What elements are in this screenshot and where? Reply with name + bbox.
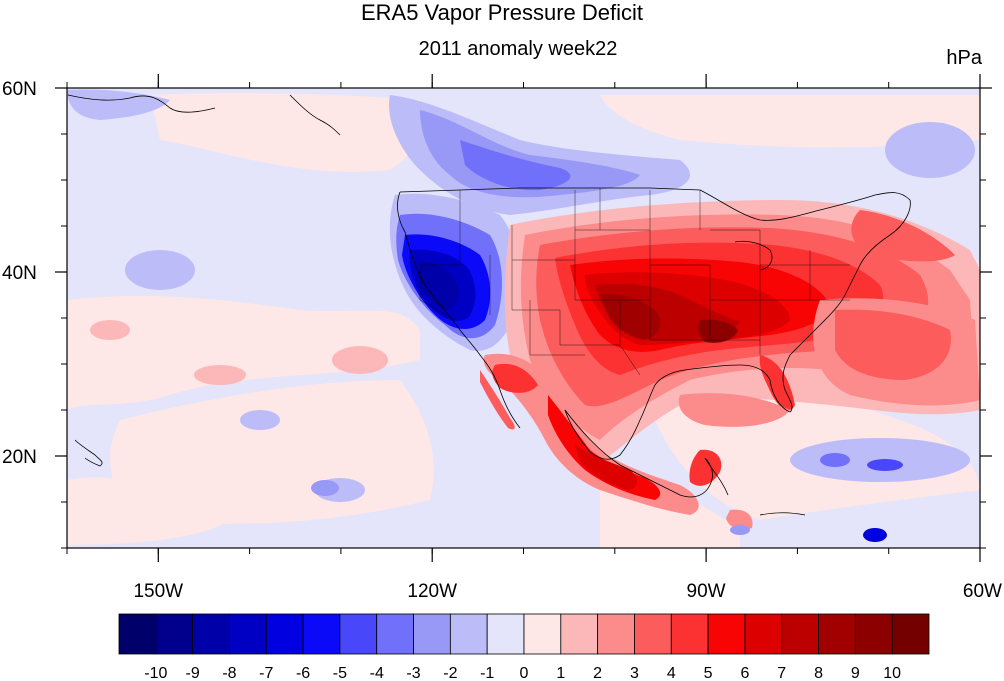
colorbar-label: 0 — [520, 665, 529, 681]
colorbar-swatch — [265, 613, 304, 655]
field-gulf-positive — [678, 355, 795, 427]
colorbar-label: -7 — [259, 665, 273, 681]
colorbar-label: 7 — [777, 665, 786, 681]
colorbar-swatch — [192, 613, 230, 655]
colorbar-label: 6 — [740, 665, 749, 681]
colorbar-label: -8 — [222, 665, 236, 681]
y-axis: 60N 40N 20N — [2, 79, 992, 549]
colorbar-swatch — [449, 613, 488, 655]
colorbar-swatch — [486, 613, 525, 655]
units-label: hPa — [946, 47, 982, 69]
chart-subtitle: 2011 anomaly week22 — [418, 38, 618, 60]
chart-title: ERA5 Vapor Pressure Deficit — [360, 0, 644, 25]
field-pacific-positive — [90, 320, 388, 385]
field-pacific-negative — [311, 480, 339, 496]
field-western-us-negative — [389, 193, 520, 351]
colorbar-label: -4 — [370, 665, 384, 681]
field-us-positive — [504, 200, 980, 470]
y-tick-label: 40N — [2, 263, 37, 284]
state-borders — [419, 188, 850, 376]
field-atlantic-positive — [813, 210, 980, 406]
colorbar-label: 4 — [667, 665, 676, 681]
colorbar-label: 9 — [851, 665, 860, 681]
colorbar-swatch — [118, 613, 157, 655]
field-caribbean-negative — [730, 453, 903, 542]
colorbar-label: 1 — [556, 665, 565, 681]
x-tick-label: 120W — [407, 581, 457, 602]
colorbar-swatch — [523, 613, 562, 655]
colorbar-swatch — [413, 613, 451, 655]
x-axis: 150W 120W 90W 60W — [66, 74, 1002, 602]
colorbar-label: -1 — [480, 665, 494, 681]
field-mexico-positive — [480, 353, 753, 530]
colorbar-label: -3 — [406, 665, 420, 681]
map-field — [67, 88, 980, 548]
colorbar-swatch — [597, 613, 635, 655]
colorbar-swatch — [229, 613, 267, 655]
colorbar-swatch — [302, 613, 341, 655]
colorbar-swatch — [707, 613, 746, 655]
field-alaska-negative — [67, 89, 170, 120]
y-tick-label: 20N — [2, 447, 37, 468]
colorbar-swatch — [339, 613, 378, 655]
colorbar-swatch — [670, 613, 709, 655]
colorbar-label: -9 — [186, 665, 200, 681]
field-canada-negative — [389, 95, 690, 215]
colorbar: -10 -9 -8 -7 -6 -5 -4 -3 -2 -1 0 1 2 3 4 5 6 7 8 9 10 — [118, 613, 930, 681]
colorbar-swatch — [376, 613, 414, 655]
colorbar-label: -10 — [144, 665, 167, 681]
colorbar-label: -6 — [296, 665, 310, 681]
y-tick-label: 60N — [2, 79, 37, 100]
x-tick-label: 150W — [133, 581, 183, 602]
colorbar-swatch — [818, 613, 856, 655]
colorbar-swatch — [744, 613, 783, 655]
colorbar-swatch — [634, 613, 672, 655]
coastlines — [67, 94, 911, 516]
colorbar-swatch — [781, 613, 819, 655]
colorbar-swatch — [854, 613, 893, 655]
field-light-positive — [67, 92, 980, 548]
colorbar-label: 3 — [630, 665, 639, 681]
colorbar-label: -5 — [333, 665, 347, 681]
colorbar-label: 8 — [814, 665, 823, 681]
colorbar-swatch — [891, 613, 930, 655]
colorbar-label: 2 — [593, 665, 602, 681]
x-tick-label: 90W — [687, 581, 726, 602]
x-tick-label: 60W — [963, 581, 1002, 602]
colorbar-swatch — [155, 613, 194, 655]
colorbar-label: 10 — [883, 665, 901, 681]
colorbar-label: -2 — [443, 665, 457, 681]
colorbar-label: 5 — [704, 665, 713, 681]
colorbar-swatch — [560, 613, 599, 655]
